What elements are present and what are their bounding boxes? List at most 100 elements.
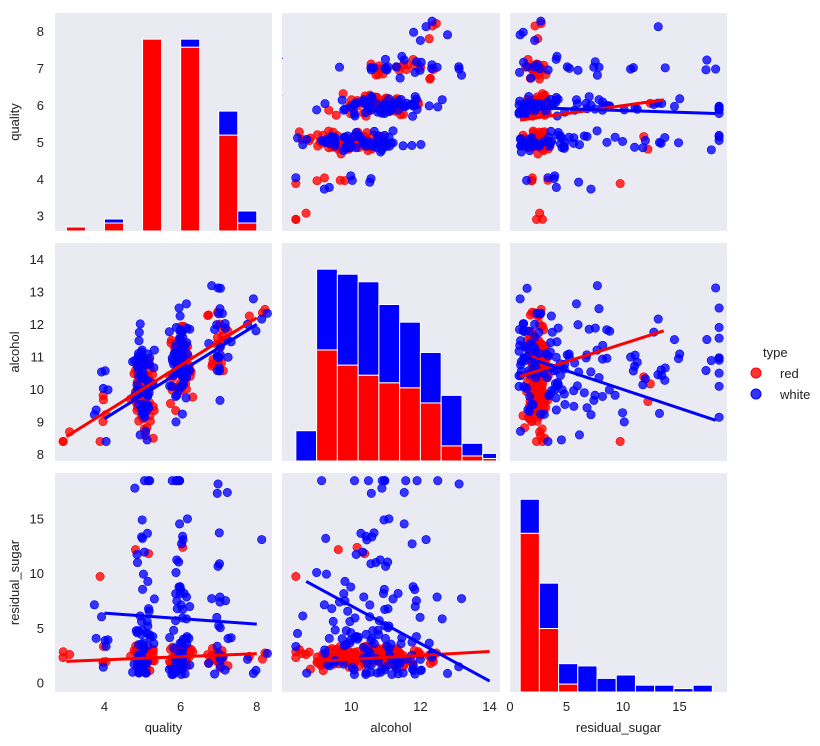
scatter-point-white — [132, 558, 142, 568]
scatter-point-white — [432, 592, 442, 602]
scatter-point-white — [579, 131, 589, 141]
scatter-point-white — [365, 600, 375, 610]
x-axis-label-residual_sugar: residual_sugar — [576, 720, 662, 735]
scatter-point-white — [408, 582, 418, 592]
scatter-point-white — [179, 642, 189, 652]
scatter-point-white — [347, 662, 357, 672]
scatter-point-red — [531, 214, 541, 224]
regression-line-red — [65, 316, 258, 438]
scatter-point-white — [559, 389, 569, 399]
scatter-point-white — [339, 146, 349, 156]
scatter-point-white — [136, 405, 146, 415]
y-tick-label-residual_sugar: 10 — [30, 566, 44, 581]
hist-bar-white — [295, 430, 318, 461]
scatter-point-white — [257, 314, 267, 324]
scatter-point-white — [714, 368, 724, 378]
scatter-point-white — [407, 539, 417, 549]
scatter-point-red — [297, 649, 307, 659]
hist-bar-white — [519, 498, 540, 534]
scatter-point-white — [222, 488, 232, 498]
scatter-point-white — [101, 436, 111, 446]
scatter-point-white — [141, 668, 151, 678]
hist-bar-red — [357, 374, 380, 461]
scatter-point-white — [128, 357, 138, 367]
scatter-point-red — [301, 208, 311, 218]
scatter-point-white — [204, 658, 214, 668]
cell-residual_sugar-vs-quality — [55, 473, 272, 692]
scatter-point-red — [534, 383, 544, 393]
scatter-point-white — [130, 483, 140, 493]
scatter-point-white — [337, 95, 347, 105]
hist-bar-red — [378, 382, 401, 461]
scatter-point-white — [525, 392, 535, 402]
scatter-point-white — [172, 390, 182, 400]
scatter-point-white — [523, 405, 533, 415]
scatter-point-red — [312, 176, 322, 186]
scatter-point-white — [179, 588, 189, 598]
scatter-point-white — [131, 626, 141, 636]
hist-bar-white — [316, 268, 338, 351]
cell-plot-area — [514, 16, 724, 224]
scatter-point-white — [610, 132, 620, 142]
scatter-point-white — [358, 547, 368, 557]
hist-bar-white — [538, 582, 560, 630]
scatter-point-white — [319, 600, 329, 610]
scatter-point-white — [262, 648, 272, 658]
scatter-point-white — [372, 134, 382, 144]
legend-title: type — [763, 345, 788, 360]
scatter-point-white — [100, 636, 110, 646]
scatter-point-white — [176, 326, 186, 336]
scatter-point-white — [529, 342, 539, 352]
scatter-point-white — [382, 641, 392, 651]
scatter-point-white — [515, 294, 525, 304]
scatter-point-red — [95, 572, 105, 582]
regression-line-red — [316, 649, 490, 663]
scatter-point-white — [214, 528, 224, 538]
legend-label-white: white — [779, 387, 810, 402]
scatter-point-white — [584, 92, 594, 102]
scatter-point-white — [526, 73, 536, 83]
scatter-point-white — [714, 412, 724, 422]
scatter-point-white — [129, 659, 139, 669]
scatter-point-white — [564, 63, 574, 73]
scatter-point-white — [408, 100, 418, 110]
scatter-point-white — [141, 360, 151, 370]
scatter-point-white — [215, 592, 225, 602]
cell-plot-area — [58, 476, 272, 679]
scatter-point-white — [181, 299, 191, 309]
scatter-point-white — [340, 576, 350, 586]
scatter-point-white — [213, 479, 223, 489]
scatter-point-white — [598, 97, 608, 107]
scatter-point-white — [366, 559, 376, 569]
scatter-point-red — [331, 110, 341, 120]
scatter-point-white — [640, 374, 650, 384]
scatter-point-white — [213, 561, 223, 571]
scatter-point-white — [427, 16, 437, 26]
scatter-point-white — [714, 333, 724, 343]
hist-bar-white — [692, 684, 713, 692]
y-tick-label-quality: 7 — [37, 61, 44, 76]
scatter-point-white — [369, 528, 379, 538]
scatter-point-white — [349, 476, 359, 486]
scatter-point-white — [213, 283, 223, 293]
scatter-point-white — [363, 476, 373, 486]
scatter-point-white — [137, 515, 147, 525]
scatter-point-white — [393, 97, 403, 107]
scatter-point-white — [149, 594, 159, 604]
scatter-point-white — [714, 132, 724, 142]
scatter-point-white — [220, 665, 230, 675]
scatter-point-white — [589, 395, 599, 405]
scatter-point-white — [340, 104, 350, 114]
scatter-point-white — [312, 105, 322, 115]
scatter-point-white — [551, 95, 561, 105]
scatter-point-white — [149, 345, 159, 355]
hist-bar-white — [440, 394, 463, 447]
scatter-point-white — [654, 408, 664, 418]
hist-bar-red — [180, 46, 201, 231]
scatter-point-white — [393, 588, 403, 598]
scatter-point-white — [293, 628, 303, 638]
scatter-point-white — [144, 606, 154, 616]
regression-line-red — [519, 329, 665, 378]
scatter-point-white — [525, 146, 535, 156]
